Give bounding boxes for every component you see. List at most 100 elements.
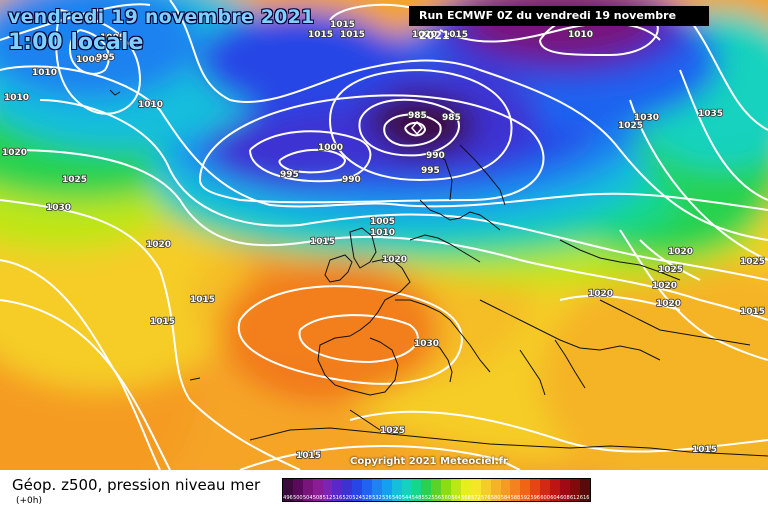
scale-swatch: 616 [579,479,590,501]
scale-label: 532 [372,495,382,501]
scale-label: 516 [332,495,343,501]
scale-swatch: 568 [461,479,471,501]
scale-label: 552 [421,495,432,501]
scale-label: 584 [500,495,511,501]
scale-label: 536 [382,495,392,501]
isobar-label: 990 [342,175,361,185]
isobar-label: 1020 [382,255,407,265]
isobar-label: 1020 [146,240,171,250]
isobar-label: 995 [280,170,299,180]
scale-swatch: 496 [283,479,293,501]
scale-label: 496 [283,495,293,501]
isobar-label: 1005 [100,33,125,43]
scale-swatch: 528 [362,479,373,501]
isobar-label: 1030 [46,203,71,213]
scale-label: 580 [490,495,501,501]
isobar-label: 1025 [618,121,643,131]
isobar-label: 1020 [652,281,677,291]
isobar-label: 1010 [32,68,57,78]
scale-swatch: 540 [391,479,402,501]
scale-label: 576 [480,495,491,501]
isobar-label: 1025 [740,257,765,267]
scale-swatch: 564 [451,479,462,501]
scale-label: 520 [342,495,353,501]
scale-swatch: 572 [470,479,481,501]
scale-swatch: 608 [559,479,570,501]
isobar-label: 1015 [308,30,333,40]
isobar-label: 1010 [138,100,163,110]
scale-label: 560 [441,495,451,501]
scale-swatch: 580 [490,479,501,501]
scale-label: 556 [431,495,442,501]
isobar-label: 990 [426,151,445,161]
isobar-label: 985 [408,111,427,121]
isobar-label: 1015 [443,30,468,40]
scale-swatch: 544 [401,479,412,501]
map-time-title: 1:00 locale [8,30,144,55]
scale-swatch: 500 [292,479,303,501]
copyright-label: Copyright 2021 Meteociel.fr [350,456,508,467]
scale-label: 612 [570,495,580,501]
isobar-label: 995 [96,53,115,63]
isobar-label: 1015 [190,295,215,305]
scale-label: 564 [451,495,461,501]
isobar-label: 1035 [698,109,723,119]
isobar-label: 1020 [412,30,437,40]
scale-swatch: 504 [302,479,313,501]
isobar-label: 1030 [634,113,659,123]
isobar-label-group: 1005 1015 1015 1015 1020 1015 1010 1010 … [1,19,766,462]
scale-label: 528 [362,495,372,501]
scale-swatch: 548 [411,479,422,501]
scale-swatch: 516 [332,479,343,501]
isobar-label: 1015 [150,317,175,327]
isobar-label: 995 [421,166,440,176]
scale-label: 500 [293,495,303,501]
scale-label: 504 [302,495,313,501]
coastlines [109,89,768,457]
isobar-label: 1030 [414,339,439,349]
map-date-title: vendredi 19 novembre 2021 [8,6,315,28]
isobar-label: 1000 [318,143,343,153]
isobar-label: 1005 [370,217,395,227]
scale-label: 512 [322,495,333,501]
isobar-label: 1020 [2,148,27,158]
scale-swatch: 584 [500,479,511,501]
scale-label: 604 [550,495,560,501]
isobar-label: 1010 [568,30,593,40]
parameter-title: Géop. z500, pression niveau mer [12,476,261,494]
isobar-label: 1015 [740,307,765,317]
scale-swatch: 532 [372,479,382,501]
map-footer: Géop. z500, pression niveau mer (+0h) 49… [0,470,768,512]
scale-swatch: 512 [322,479,333,501]
isobar-label: 1015 [296,451,321,461]
scale-label: 548 [411,495,422,501]
isobar-label: 1010 [370,228,395,238]
isobar-label: 1020 [588,289,613,299]
isobar-label: 1025 [380,426,405,436]
isobar-label: 1010 [4,93,29,103]
isobar-label: 1020 [668,247,693,257]
scale-swatch: 576 [480,479,491,501]
isobar-label: 1025 [658,265,683,275]
scale-swatch: 552 [421,479,432,501]
scale-label: 608 [560,495,570,501]
color-scale-legend: 496 500 504 508 512 516 520 524 528 532 536 540 544 5… [282,478,591,502]
isobar-label: 1015 [340,30,365,40]
scale-label: 572 [471,495,481,501]
scale-label: 600 [540,495,550,501]
scale-swatch: 508 [312,479,323,501]
isobar-label: 1015 [330,20,355,30]
scale-swatch: 604 [550,479,560,501]
forecast-offset: (+0h) [16,496,42,506]
isobar-label: 1015 [692,445,717,455]
scale-label: 544 [401,495,412,501]
scale-label: 540 [391,495,402,501]
isobar-lines [0,0,768,470]
scale-swatch: 560 [441,479,452,501]
scale-swatch: 536 [381,479,392,501]
isobar-label: 1020 [656,299,681,309]
scale-label: 596 [530,495,540,501]
run-info-banner: Run ECMWF 0Z du vendredi 19 novembre 202… [409,6,709,42]
scale-label: 588 [510,495,521,501]
isobar-label: 985 [442,113,461,123]
